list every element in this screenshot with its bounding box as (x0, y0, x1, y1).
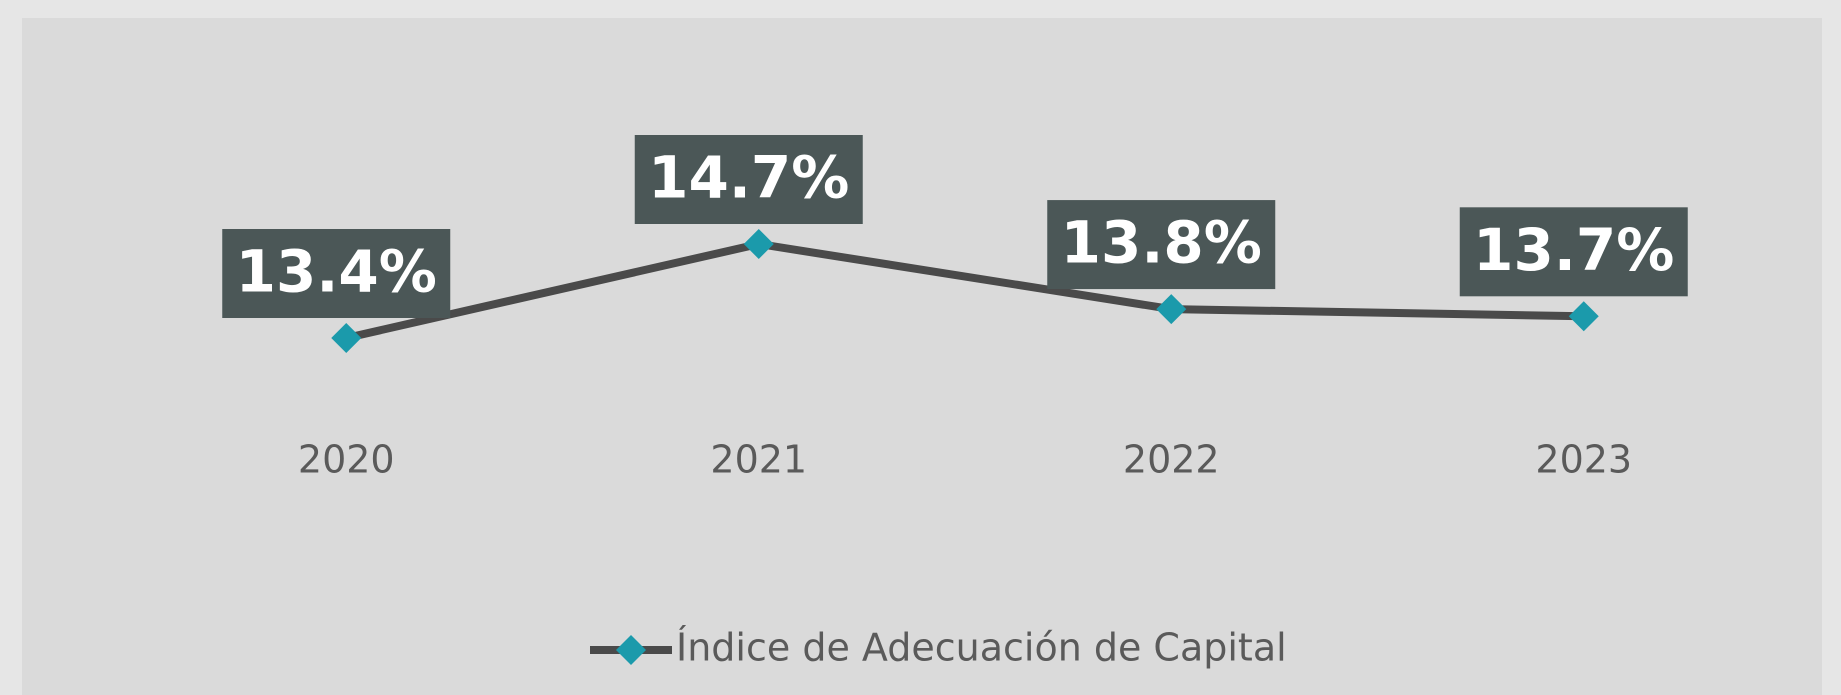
data-label: 13.4% (236, 238, 437, 306)
x-tick-label: 2023 (1535, 438, 1632, 482)
x-tick-label: 2020 (298, 438, 395, 482)
data-label: 13.8% (1061, 209, 1262, 277)
marker (1568, 301, 1599, 332)
data-label: 13.7% (1473, 216, 1674, 284)
data-label-box (1459, 207, 1688, 297)
series-line (345, 240, 1584, 342)
x-tick-label: 2021 (710, 438, 807, 482)
data-label-box (634, 135, 863, 224)
legend-label: Índice de Adecuación de Capital (676, 626, 1287, 670)
legend-marker (616, 635, 646, 665)
plot-background (22, 18, 1822, 695)
marker (1156, 294, 1187, 325)
data-label: 14.7% (648, 144, 849, 212)
marker (743, 229, 774, 259)
data-label-box (1047, 200, 1276, 290)
x-tick-label: 2022 (1123, 438, 1220, 482)
data-label-box (222, 229, 451, 318)
marker (331, 323, 362, 353)
